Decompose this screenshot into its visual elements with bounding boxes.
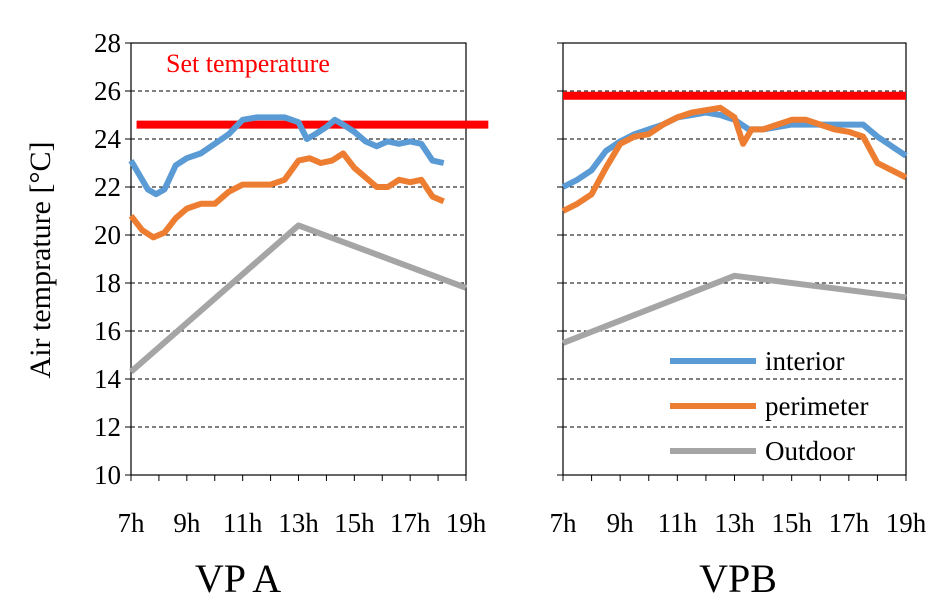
y-tick-label: 28 bbox=[94, 28, 121, 58]
x-tick-label: 17h bbox=[829, 508, 870, 538]
x-tick-label: 11h bbox=[658, 508, 698, 538]
x-tick-label: 15h bbox=[334, 508, 375, 538]
x-tick-label: 19h bbox=[446, 508, 487, 538]
x-tick-label: 13h bbox=[714, 508, 755, 538]
plot-frame bbox=[130, 42, 467, 476]
series-line-outdoor bbox=[129, 222, 468, 375]
y-tick-label: 12 bbox=[94, 412, 121, 442]
y-tick-label: 10 bbox=[94, 460, 121, 490]
y-tick-label: 16 bbox=[94, 316, 121, 346]
set-temperature-annotation: Set temperature bbox=[166, 49, 330, 78]
x-tick-label: 11h bbox=[223, 508, 263, 538]
series-line-interior bbox=[128, 114, 445, 198]
x-tick-label: 9h bbox=[607, 508, 635, 538]
x-tick-label: 15h bbox=[771, 508, 812, 538]
y-tick-label: 20 bbox=[94, 220, 121, 250]
y-tick-label: 26 bbox=[94, 76, 121, 106]
x-tick-label: 7h bbox=[550, 508, 578, 538]
legend-label: perimeter bbox=[765, 391, 868, 421]
series-line-perimeter bbox=[561, 104, 908, 214]
x-tick-label: 9h bbox=[173, 508, 201, 538]
x-tick-label: 7h bbox=[118, 508, 146, 538]
legend-label: interior bbox=[765, 346, 844, 376]
x-tick-label: 19h bbox=[886, 508, 927, 538]
y-tick-label: 24 bbox=[94, 124, 122, 154]
y-tick-label: 22 bbox=[94, 172, 121, 202]
y-tick-label: 18 bbox=[94, 268, 121, 298]
series-line-outdoor bbox=[561, 272, 907, 346]
legend-label: Outdoor bbox=[765, 436, 855, 466]
x-tick-label: 17h bbox=[390, 508, 431, 538]
panel-vpb: 7h 9h 11h 13h 15h 17h 19h interior perimeter Outd… bbox=[550, 42, 927, 538]
y-tick-label: 14 bbox=[94, 364, 122, 394]
panel-b-title: VPB bbox=[699, 556, 777, 601]
y-axis-label: Air temprature [°C] bbox=[24, 142, 57, 379]
x-tick-label: 13h bbox=[278, 508, 319, 538]
series-line-perimeter bbox=[128, 150, 445, 241]
panel-a-title: VP A bbox=[195, 556, 281, 601]
panel-vp-a: 10 12 14 16 18 20 22 24 26 28 7h 9h 11h 13h 15h 17h 19h bbox=[94, 28, 489, 538]
